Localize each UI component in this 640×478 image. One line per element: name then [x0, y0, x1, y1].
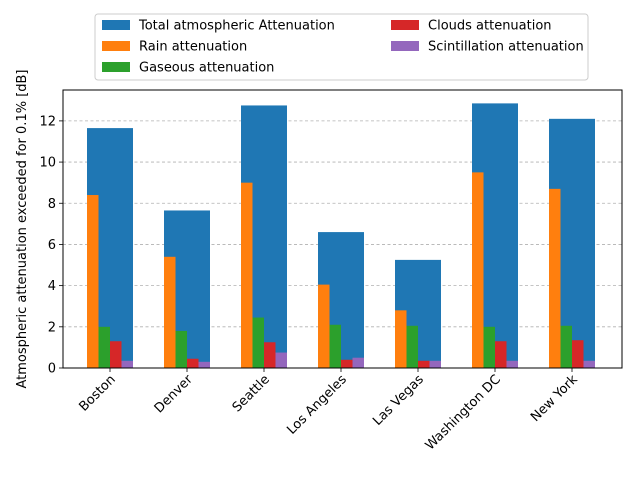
legend-swatch: [102, 41, 130, 51]
bar-rain: [549, 188, 561, 368]
x-tick-label: New York: [528, 372, 581, 425]
y-tick-label: 4: [48, 279, 56, 294]
x-tick-label: Las Vegas: [370, 372, 427, 429]
legend-label: Rain attenuation: [139, 40, 247, 55]
bar-scintillation: [198, 361, 210, 368]
bar-rain: [241, 182, 253, 368]
bar-scintillation: [352, 357, 364, 368]
x-tick-label: Los Angeles: [284, 372, 350, 438]
bar-scintillation: [275, 352, 287, 368]
bar-rain: [395, 310, 407, 368]
bar-clouds: [110, 341, 122, 368]
x-tick-label: Washington DC: [423, 372, 504, 453]
bar-scintillation: [506, 360, 518, 368]
bar-gaseous: [560, 325, 572, 368]
bar-gaseous: [329, 324, 341, 368]
legend-swatch: [102, 62, 130, 72]
y-axis-label: Atmospheric attenuation exceeded for 0.1…: [15, 69, 30, 388]
bar-clouds: [187, 358, 199, 368]
bar-rain: [318, 284, 330, 368]
bar-scintillation: [121, 360, 133, 368]
bar-gaseous: [252, 317, 264, 368]
plot-frame: [62, 89, 623, 369]
y-tick-label: 10: [39, 156, 56, 171]
bars: [87, 103, 595, 369]
bar-clouds: [264, 342, 276, 368]
bar-rain: [164, 256, 176, 368]
bar-clouds: [572, 340, 584, 368]
bar-clouds: [418, 360, 430, 368]
bar-clouds: [341, 359, 353, 368]
legend-swatch: [391, 20, 419, 30]
bar-scintillation: [429, 360, 441, 368]
bar-rain: [87, 195, 99, 368]
legend: Total atmospheric Attenuation Rain attenu…: [94, 13, 589, 81]
legend-swatch: [391, 41, 419, 51]
y-tick-label: 6: [48, 238, 56, 253]
x-tick-label: Boston: [76, 372, 118, 414]
legend-swatch: [102, 20, 130, 30]
bar-gaseous: [175, 330, 187, 368]
legend-label: Scintillation attenuation: [428, 40, 584, 55]
bar-scintillation: [583, 360, 595, 368]
legend-label: Gaseous attenuation: [139, 61, 274, 76]
x-tick-label: Seattle: [230, 372, 273, 415]
bar-gaseous: [98, 326, 110, 368]
y-tick-label: 8: [48, 197, 56, 212]
bar-clouds: [495, 341, 507, 368]
y-tick-label: 2: [48, 320, 56, 335]
legend-frame: [94, 13, 589, 81]
legend-label: Total atmospheric Attenuation: [138, 19, 335, 34]
legend-label: Clouds attenuation: [428, 19, 552, 34]
y-tick-label: 12: [39, 114, 56, 129]
y-axis: 0 2 4 6 8 10 12: [39, 114, 63, 377]
x-tick-label: Denver: [152, 372, 197, 417]
bar-gaseous: [406, 325, 418, 368]
x-axis: Boston Denver Seattle Los Angeles Las VegasW…: [76, 368, 581, 453]
y-tick-label: 0: [48, 362, 56, 377]
bar-rain: [472, 172, 484, 368]
legend-entries: Total atmospheric Attenuation Rain attenu…: [102, 19, 584, 76]
bar-gaseous: [483, 326, 495, 368]
